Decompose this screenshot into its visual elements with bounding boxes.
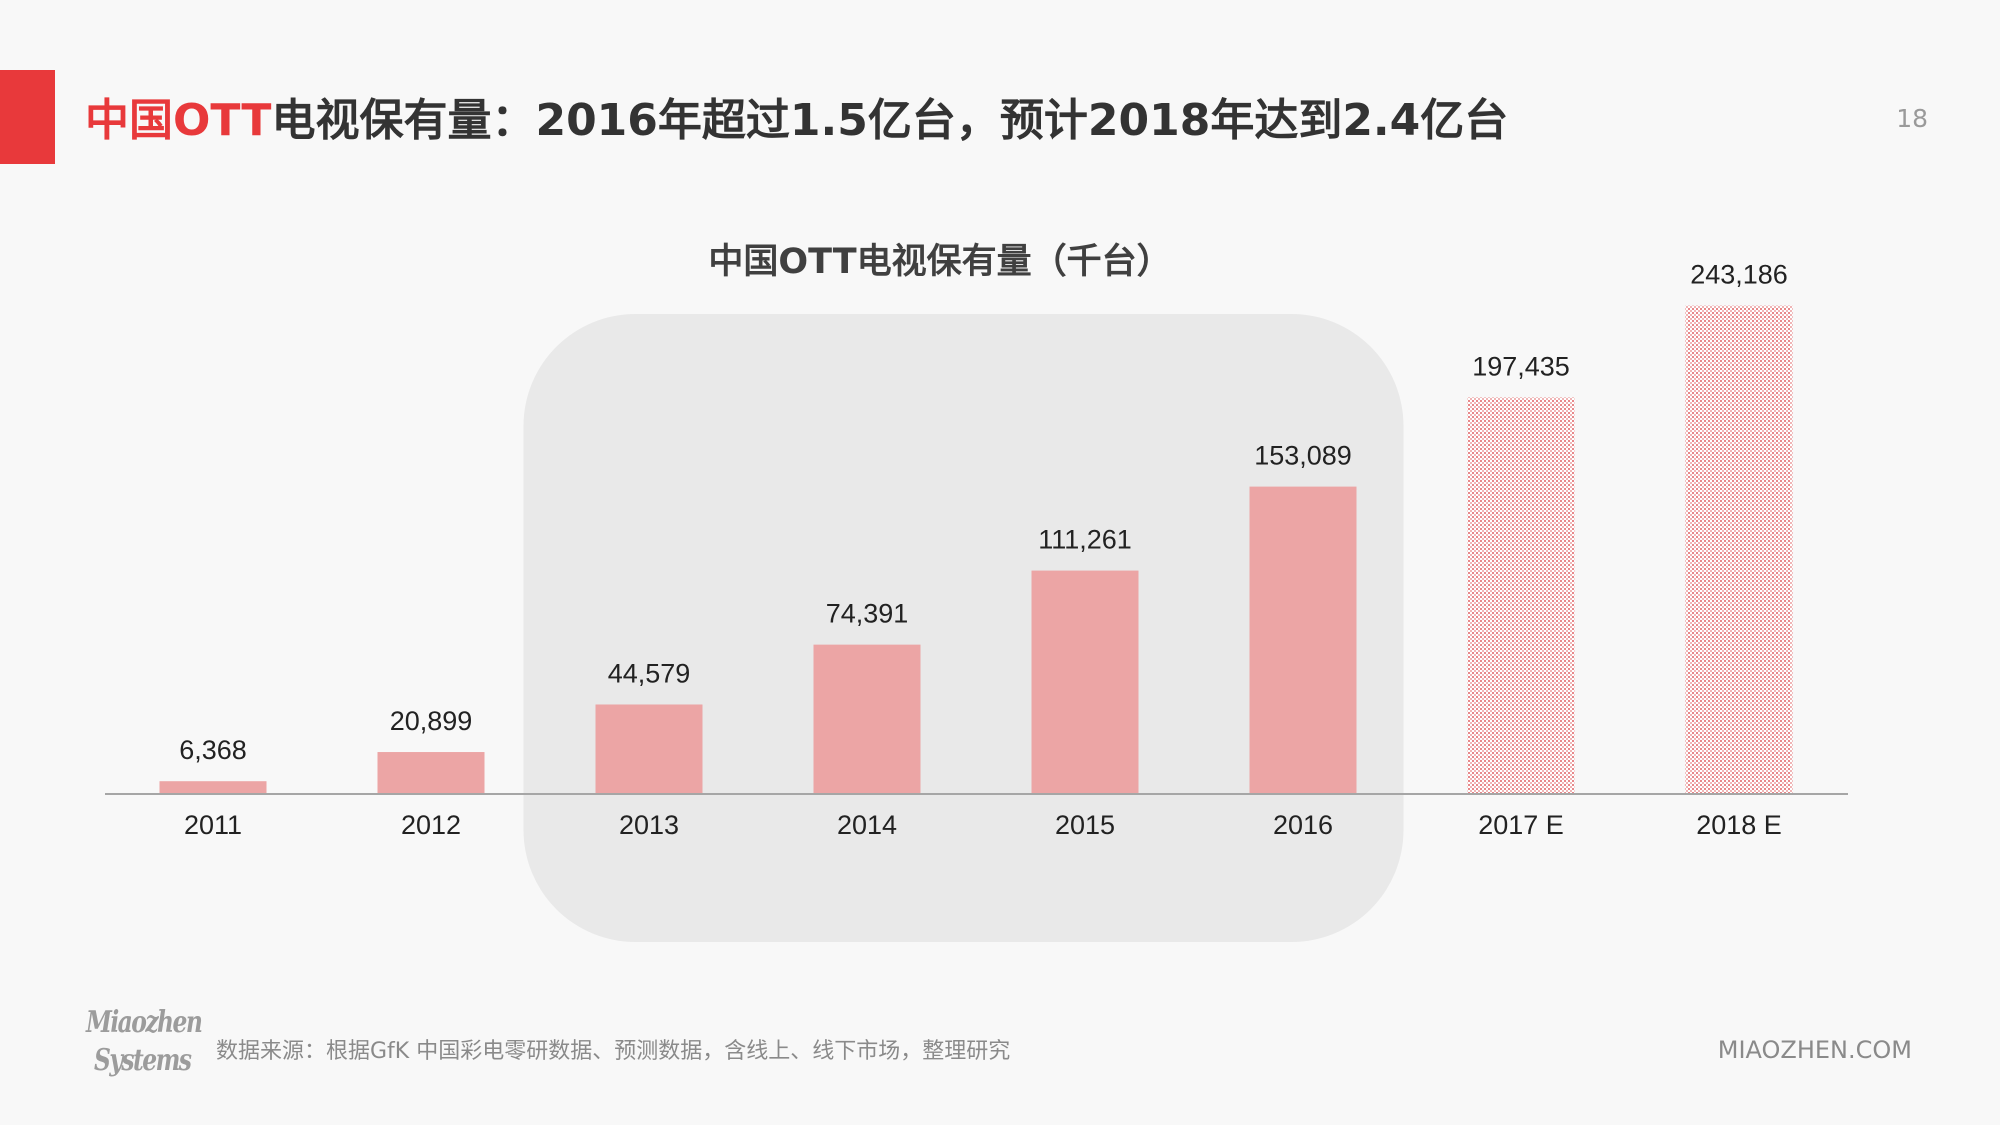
bar-2014	[813, 644, 921, 794]
page-number: 18	[1896, 104, 1928, 133]
x-tick-label: 2011	[184, 810, 242, 840]
data-label: 153,089	[1254, 441, 1352, 471]
data-label: 6,368	[179, 735, 247, 765]
bar-2012	[377, 752, 485, 794]
slide-title: 中国OTT电视保有量：2016年超过1.5亿台，预计2018年达到2.4亿台	[85, 84, 1508, 148]
x-tick-label: 2014	[837, 810, 897, 840]
x-tick-label: 2016	[1273, 810, 1333, 840]
highlight-region	[523, 314, 1404, 942]
logo-line-2: Systems	[94, 1043, 192, 1078]
data-label: 111,261	[1038, 525, 1132, 555]
bar-2016	[1249, 486, 1357, 794]
x-tick-label: 2017 E	[1478, 810, 1564, 840]
data-label: 20,899	[390, 706, 473, 736]
slide-title-rest: 电视保有量：2016年超过1.5亿台，预计2018年达到2.4亿台	[271, 95, 1509, 146]
data-label: 44,579	[608, 658, 691, 688]
chart-title: 中国OTT电视保有量（千台）	[708, 242, 1172, 282]
logo-line-1: Miaozhen	[86, 1005, 203, 1040]
bar-2015	[1031, 570, 1139, 794]
x-tick-label: 2012	[401, 810, 461, 840]
site-url: MIAOZHEN.COM	[1717, 1036, 1912, 1064]
title-accent-bar	[0, 70, 55, 164]
data-label: 197,435	[1472, 352, 1570, 382]
miaozhen-logo: Miaozhen Systems	[86, 1005, 203, 1093]
x-tick-label: 2013	[619, 810, 679, 840]
bar-2013	[595, 704, 703, 794]
data-label: 243,186	[1690, 260, 1788, 290]
x-tick-label: 2015	[1055, 810, 1115, 840]
slide-title-accent: 中国OTT	[85, 95, 272, 146]
x-tick-label: 2018 E	[1696, 810, 1782, 840]
data-label: 74,391	[826, 599, 909, 629]
bar-2017-E	[1467, 397, 1575, 794]
bar-2018-E	[1685, 305, 1793, 794]
data-source-note: 数据来源：根据GfK 中国彩电零研数据、预测数据，含线上、线下市场，整理研究	[216, 1039, 1011, 1064]
bar-2011	[159, 781, 267, 794]
